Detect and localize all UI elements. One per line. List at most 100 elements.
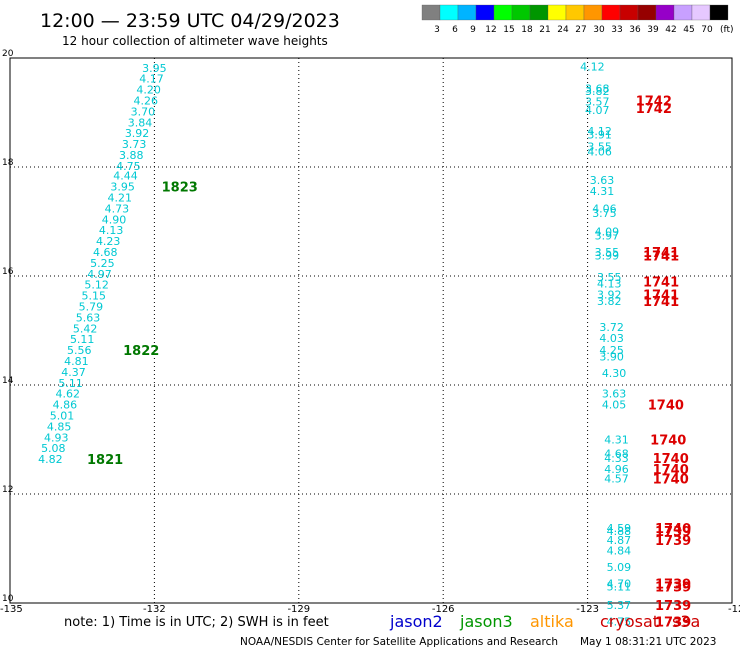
time-label: 1821	[87, 453, 123, 468]
swh-point: 4.12	[587, 125, 612, 138]
colorbar-swatch	[601, 4, 621, 21]
time-label: 1739	[655, 525, 691, 540]
colorbar-label: 36	[629, 25, 641, 35]
swh-point: 3.68	[585, 83, 610, 96]
x-tick-label: -135	[0, 604, 23, 615]
colorbar-swatch	[529, 4, 549, 21]
swh-point: 4.33	[604, 452, 629, 465]
swh-point: 4.44	[113, 170, 138, 183]
colorbar-swatch	[673, 4, 693, 21]
colorbar-swatch	[547, 4, 567, 21]
time-label: 1741	[643, 289, 679, 304]
legend-altika: altika	[530, 612, 574, 631]
swh-point: 4.86	[53, 399, 78, 412]
time-label: 1740	[650, 434, 686, 449]
y-tick-label: 20	[2, 49, 14, 59]
swh-point: 4.07	[585, 104, 610, 117]
swh-point: 3.91	[587, 128, 612, 141]
time-label: 1741	[643, 275, 679, 290]
color-scale-legend: 3 6 9 12 15 18 21 24 27 30 33 36 39 42 45 70 (ft)	[421, 4, 734, 35]
colorbar-label: 15	[503, 25, 514, 35]
colorbar-label: 45	[683, 25, 694, 35]
time-label: 1739	[655, 616, 691, 631]
time-label: 1740	[648, 399, 684, 414]
swh-point: 4.17	[139, 73, 164, 86]
swh-point: 3.95	[142, 62, 167, 75]
swh-point: 3.55	[597, 271, 622, 284]
swh-point: 4.06	[587, 146, 612, 159]
time-label: 1739	[655, 577, 691, 592]
x-tick-label: -120	[728, 604, 740, 615]
plot-frame	[9, 57, 733, 604]
swh-point: 4.13	[597, 278, 622, 291]
colorbar-label: 39	[647, 25, 659, 35]
colorbar-swatch	[583, 4, 603, 21]
legend-s3a: s3a	[672, 612, 700, 631]
swh-point: 5.12	[84, 279, 109, 292]
swh-point: 4.06	[592, 202, 617, 215]
time-label: 1740	[653, 463, 689, 478]
swh-point: 5.08	[41, 442, 66, 455]
time-label: 1823	[162, 181, 198, 196]
x-tick-label: -123	[576, 604, 599, 615]
colorbar-swatch	[655, 4, 675, 21]
swh-point: 4.68	[93, 246, 118, 259]
swh-point: 4.73	[105, 202, 130, 215]
swh-point: 3.72	[599, 321, 624, 334]
colorbar-swatch	[421, 4, 441, 21]
footer-note: note: 1) Time is in UTC; 2) SWH is in fe…	[64, 615, 329, 630]
swh-point: 3.84	[128, 116, 153, 129]
swh-point: 5.11	[607, 581, 632, 594]
swh-point: 3.55	[595, 246, 620, 259]
swh-point: 3.82	[585, 85, 610, 98]
time-label: 1740	[653, 452, 689, 467]
time-label: 1742	[636, 102, 672, 117]
time-label: 1739	[655, 534, 691, 549]
swh-point: 3.73	[122, 138, 147, 151]
swh-point: 4.59	[607, 522, 632, 535]
swh-point: 4.97	[87, 268, 112, 281]
colorbar-swatch	[709, 4, 729, 21]
swh-point: 5.63	[76, 311, 101, 324]
time-label: 1741	[643, 249, 679, 264]
swh-point: 4.87	[607, 534, 632, 547]
swh-point: 4.37	[61, 366, 86, 379]
swh-point: 3.55	[587, 140, 612, 153]
swh-point: 4.81	[64, 355, 89, 368]
satellite-legend: jason2 jason3 altika cryosat s3a	[389, 612, 700, 631]
y-tick-label: 18	[2, 158, 14, 168]
swh-point: 4.96	[604, 463, 629, 476]
time-label: 1822	[123, 344, 159, 359]
swh-point: 5.79	[79, 301, 104, 314]
colorbar-label: 70	[701, 25, 713, 35]
swh-point: 5.15	[82, 290, 107, 303]
time-label: 1741	[643, 246, 679, 261]
colorbar-label: 24	[557, 25, 569, 35]
plot-area	[9, 57, 733, 604]
legend-cryosat: cryosat	[600, 612, 659, 631]
colorbar-swatch	[493, 4, 513, 21]
swh-point: 4.75	[116, 160, 141, 173]
swh-point: 4.88	[607, 525, 632, 538]
swh-point: 3.57	[585, 96, 610, 109]
swh-point: 5.37	[607, 599, 632, 612]
colorbar-swatch	[475, 4, 495, 21]
colorbar-swatch	[691, 4, 711, 21]
colorbar-label: 3	[434, 25, 440, 35]
swh-point: 5.11	[70, 333, 95, 346]
swh-point: 4.26	[133, 95, 158, 108]
legend-jason2: jason2	[389, 612, 443, 631]
wave-height-labels: 3.954.174.204.263.703.843.923.733.884.75…	[38, 61, 631, 629]
swh-point: 3.99	[595, 249, 620, 262]
colorbar-label: 18	[521, 25, 533, 35]
time-label: 1740	[653, 473, 689, 488]
swh-point: 3.97	[595, 230, 620, 243]
y-tick-label: 10	[2, 594, 14, 604]
colorbar-label: 9	[470, 25, 476, 35]
swh-point: 4.30	[602, 367, 627, 380]
swh-point: 3.82	[597, 295, 622, 308]
swh-point: 4.20	[136, 84, 161, 97]
swh-point: 4.70	[607, 577, 632, 590]
swh-point: 4.85	[47, 420, 72, 433]
